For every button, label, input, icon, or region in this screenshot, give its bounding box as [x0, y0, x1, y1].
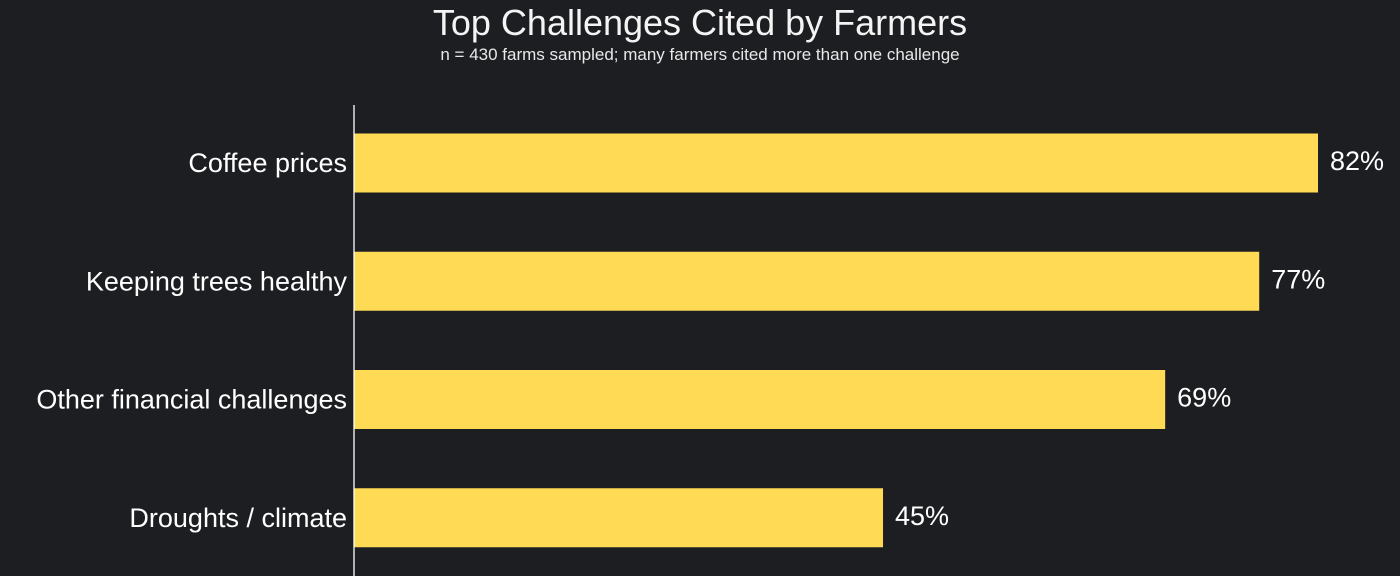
chart-subtitle: n = 430 farms sampled; many farmers cite…	[440, 45, 960, 64]
value-label: 77%	[1271, 264, 1325, 294]
bar	[354, 133, 1318, 193]
category-label: Other financial challenges	[36, 385, 347, 415]
bar	[354, 370, 1166, 429]
value-label: 45%	[895, 501, 949, 531]
bar	[354, 251, 1260, 311]
category-label: Coffee prices	[188, 148, 347, 178]
value-label: 82%	[1330, 146, 1384, 176]
category-label: Droughts / climate	[129, 503, 347, 533]
chart-title: Top Challenges Cited by Farmers	[432, 2, 968, 43]
category-label: Keeping trees healthy	[86, 266, 348, 296]
bar	[354, 488, 884, 548]
value-label: 69%	[1177, 383, 1231, 413]
